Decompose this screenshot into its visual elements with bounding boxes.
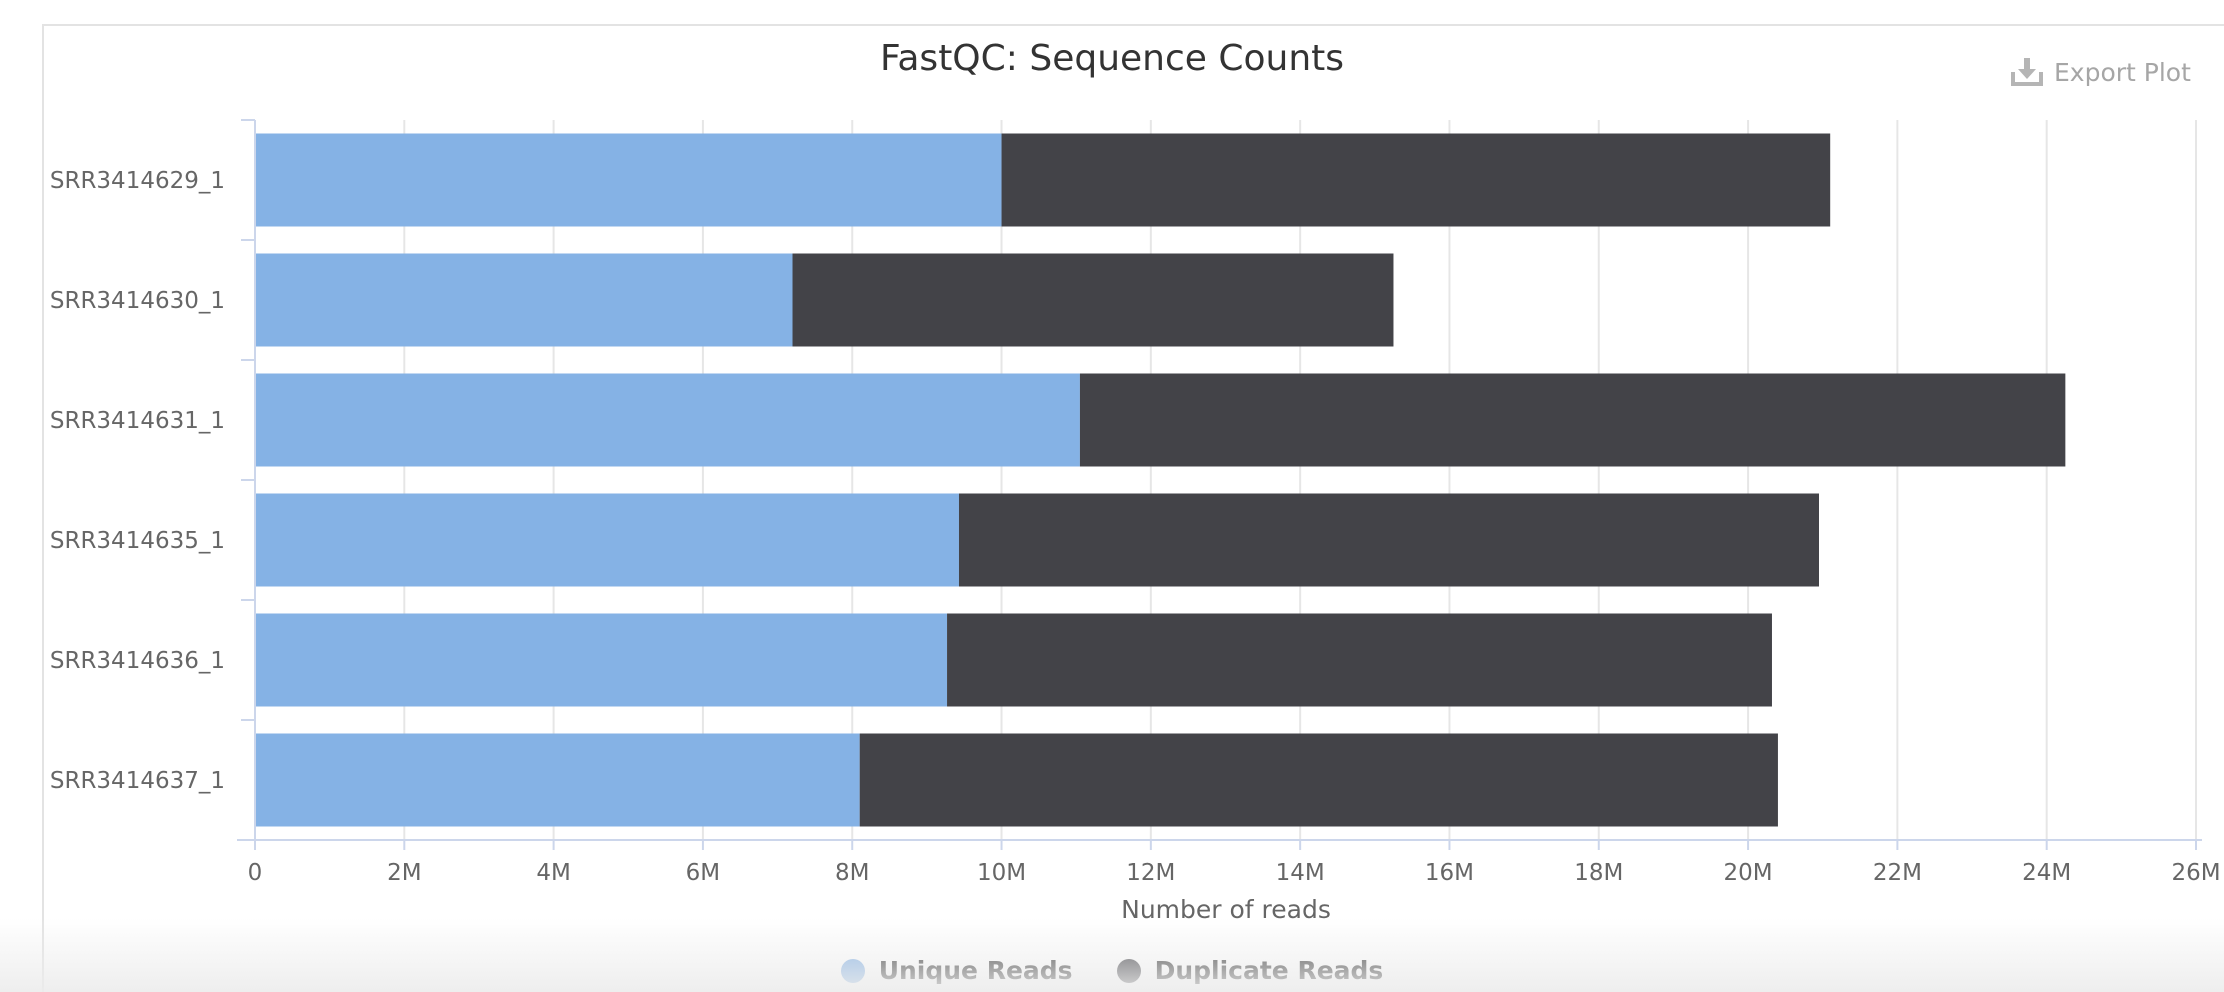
x-tick-label: 2M [387, 860, 421, 886]
legend-item-unique-reads[interactable]: Unique Reads [840, 956, 1073, 985]
x-tick-label: 6M [686, 860, 720, 886]
y-category-label: SRR3414635_1 [50, 528, 225, 554]
bar-unique-reads[interactable] [255, 493, 959, 587]
chart-title: FastQC: Sequence Counts [879, 38, 1345, 79]
x-tick-label: 10M [977, 860, 1026, 886]
bar-unique-reads[interactable] [255, 613, 948, 707]
x-tick-label: 22M [1873, 860, 1922, 886]
y-category-label: SRR3414637_1 [50, 768, 225, 794]
bar-duplicate-reads[interactable] [947, 613, 1772, 707]
x-axis-label: Number of reads [1121, 895, 1331, 924]
bar-duplicate-reads[interactable] [1079, 373, 2066, 467]
x-tick-label: 4M [536, 860, 570, 886]
bar-duplicate-reads[interactable] [792, 253, 1394, 347]
x-tick-label: 26M [2171, 860, 2220, 886]
legend-marker [1116, 958, 1141, 983]
x-tick-label: 0 [248, 860, 263, 886]
y-category-label: SRR3414629_1 [50, 168, 225, 194]
legend-marker [840, 958, 865, 983]
bar-chart: 0 2M 4M 6M 8M 10M 12M 14M 16M 18M 20M 22M 24M 26M SRR3… [50, 119, 2221, 924]
bar-duplicate-reads[interactable] [1001, 133, 1831, 227]
x-tick-label: 12M [1126, 860, 1175, 886]
bar-series [255, 133, 2066, 827]
x-tick-label: 14M [1276, 860, 1325, 886]
x-tick-label: 20M [1724, 860, 1773, 886]
y-category-label: SRR3414636_1 [50, 648, 225, 674]
y-category-label: SRR3414631_1 [50, 408, 225, 434]
download-icon [2010, 56, 2044, 88]
export-plot-button[interactable]: Export Plot [2010, 52, 2191, 92]
legend-label: Duplicate Reads [1154, 956, 1384, 985]
gridlines [403, 120, 2197, 840]
bar-unique-reads[interactable] [255, 253, 793, 347]
legend: Unique Reads Duplicate Reads [0, 956, 2224, 985]
bar-unique-reads[interactable] [255, 133, 1002, 227]
legend-item-duplicate-reads[interactable]: Duplicate Reads [1116, 956, 1384, 985]
x-tick-label: 24M [2022, 860, 2071, 886]
x-tick-label: 8M [835, 860, 869, 886]
bar-unique-reads[interactable] [255, 733, 860, 827]
y-category-label: SRR3414630_1 [50, 288, 225, 314]
bar-unique-reads[interactable] [255, 373, 1080, 467]
axes: 0 2M 4M 6M 8M 10M 12M 14M 16M 18M 20M 22M 24M 26M SRR3… [50, 119, 2221, 886]
x-tick-label: 16M [1425, 860, 1474, 886]
bar-duplicate-reads[interactable] [958, 493, 1819, 587]
export-plot-label: Export Plot [2054, 57, 2191, 87]
legend-label: Unique Reads [878, 956, 1073, 985]
bar-duplicate-reads[interactable] [859, 733, 1778, 827]
x-tick-label: 18M [1574, 860, 1623, 886]
